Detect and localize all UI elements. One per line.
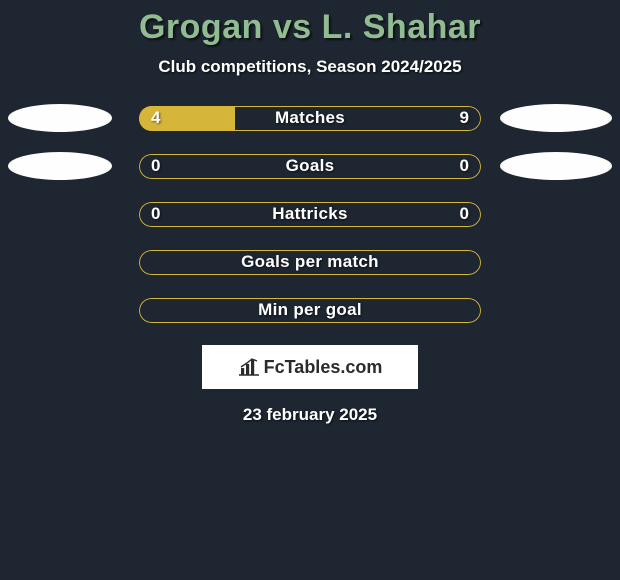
footer-date: 23 february 2025 — [0, 405, 620, 425]
stat-bar: 4Matches9 — [139, 106, 481, 131]
stat-bar: 0Goals0 — [139, 154, 481, 179]
subtitle: Club competitions, Season 2024/2025 — [0, 57, 620, 77]
stat-bar: 0Hattricks0 — [139, 202, 481, 227]
stat-row: Min per goal — [0, 297, 620, 323]
logo-text: FcTables.com — [264, 357, 383, 378]
bar-chart-icon — [238, 358, 260, 376]
stat-label: Goals per match — [139, 250, 481, 275]
player-avatar-left — [8, 152, 112, 180]
stat-label: Matches — [139, 106, 481, 131]
stat-row: 4Matches9 — [0, 105, 620, 131]
stat-bar: Goals per match — [139, 250, 481, 275]
player-avatar-left — [8, 104, 112, 132]
stat-right-value: 9 — [460, 106, 469, 131]
page-title: Grogan vs L. Shahar — [0, 8, 620, 47]
stat-row: Goals per match — [0, 249, 620, 275]
comparison-card: Grogan vs L. Shahar Club competitions, S… — [0, 0, 620, 425]
stat-right-value: 0 — [460, 202, 469, 227]
stat-row: 0Goals0 — [0, 153, 620, 179]
stat-row: 0Hattricks0 — [0, 201, 620, 227]
logo-box: FcTables.com — [202, 345, 418, 389]
stat-rows: 4Matches90Goals00Hattricks0Goals per mat… — [0, 105, 620, 323]
stat-label: Hattricks — [139, 202, 481, 227]
stat-label: Goals — [139, 154, 481, 179]
stat-bar: Min per goal — [139, 298, 481, 323]
stat-right-value: 0 — [460, 154, 469, 179]
stat-label: Min per goal — [139, 298, 481, 323]
player-avatar-right — [500, 152, 612, 180]
logo: FcTables.com — [238, 357, 383, 378]
player-avatar-right — [500, 104, 612, 132]
